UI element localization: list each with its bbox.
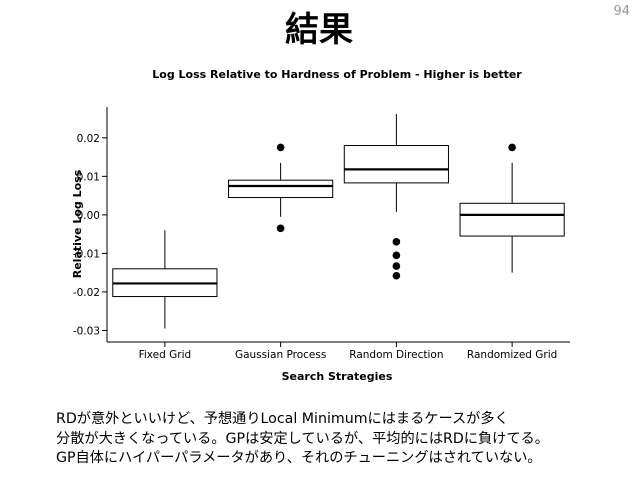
y-tick-label: 0.02 [77, 133, 100, 145]
x-tick-label: Randomized Grid [467, 349, 557, 361]
y-axis-label: Relative Log Loss [71, 169, 84, 278]
y-tick-label: -0.03 [73, 325, 100, 337]
box-plot-chart: Log Loss Relative to Hardness of Problem… [71, 68, 570, 383]
y-tick-label: 0.00 [77, 210, 100, 222]
x-tick-label: Fixed Grid [139, 349, 192, 361]
x-tick-label: Gaussian Process [235, 349, 326, 361]
commentary-line: GP自体にハイパーパラメータがあり、それのチューニングはされていない。 [56, 450, 542, 466]
commentary-text: RDが意外といいけど、予想通りLocal Minimumにはまるケースが多く 分… [56, 410, 632, 469]
outlier-point [508, 143, 516, 152]
outlier-point [392, 251, 401, 260]
commentary-line: RDが意外といいけど、予想通りLocal Minimumにはまるケースが多く [56, 411, 509, 427]
y-tick-label: -0.02 [73, 287, 100, 299]
y-tick-label: -0.01 [73, 248, 100, 260]
outlier-point [392, 262, 401, 270]
slide-title: 結果 [285, 10, 353, 50]
chart-title: Log Loss Relative to Hardness of Problem… [152, 68, 522, 81]
outlier-point [276, 224, 285, 233]
box-iqr [343, 145, 449, 184]
plot-area: -0.03 -0.02 -0.01 0.00 0.01 0.02 Fixed Grid Gau… [73, 113, 565, 361]
box-iqr [228, 179, 334, 199]
page-number: 94 [613, 4, 630, 19]
commentary-line: 分散が大きくなっている。GPは安定しているが、平均的にはRDに負けてる。 [56, 430, 549, 447]
x-axis-label: Search Strategies [282, 370, 393, 383]
outlier-point [392, 271, 401, 280]
outlier-point [276, 143, 285, 152]
x-tick-label: Random Direction [349, 349, 443, 361]
box-iqr [459, 202, 565, 237]
outlier-point [392, 238, 401, 246]
y-tick-label: 0.01 [77, 171, 100, 183]
